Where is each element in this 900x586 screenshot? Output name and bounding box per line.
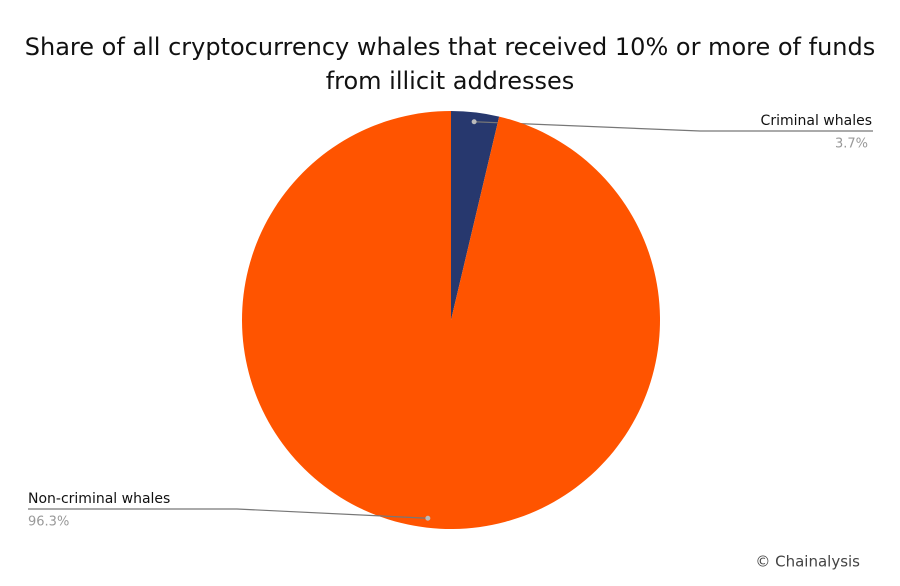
- pie-slice: [451, 111, 500, 320]
- leader-dot: [425, 515, 431, 521]
- value-label: 96.3%: [28, 515, 69, 530]
- legend-label: Non-criminal whales: [28, 491, 170, 507]
- source: © Chainalysis: [755, 553, 860, 571]
- leader-line: [474, 121, 873, 132]
- chart-title: Share of all cryptocurrency whales that …: [24, 33, 876, 95]
- value-label: 3.7%: [835, 137, 868, 152]
- leader-dot: [471, 119, 477, 125]
- pie-slice: [242, 111, 660, 530]
- leader-line: [28, 508, 428, 519]
- legend-label: Criminal whales: [761, 113, 872, 129]
